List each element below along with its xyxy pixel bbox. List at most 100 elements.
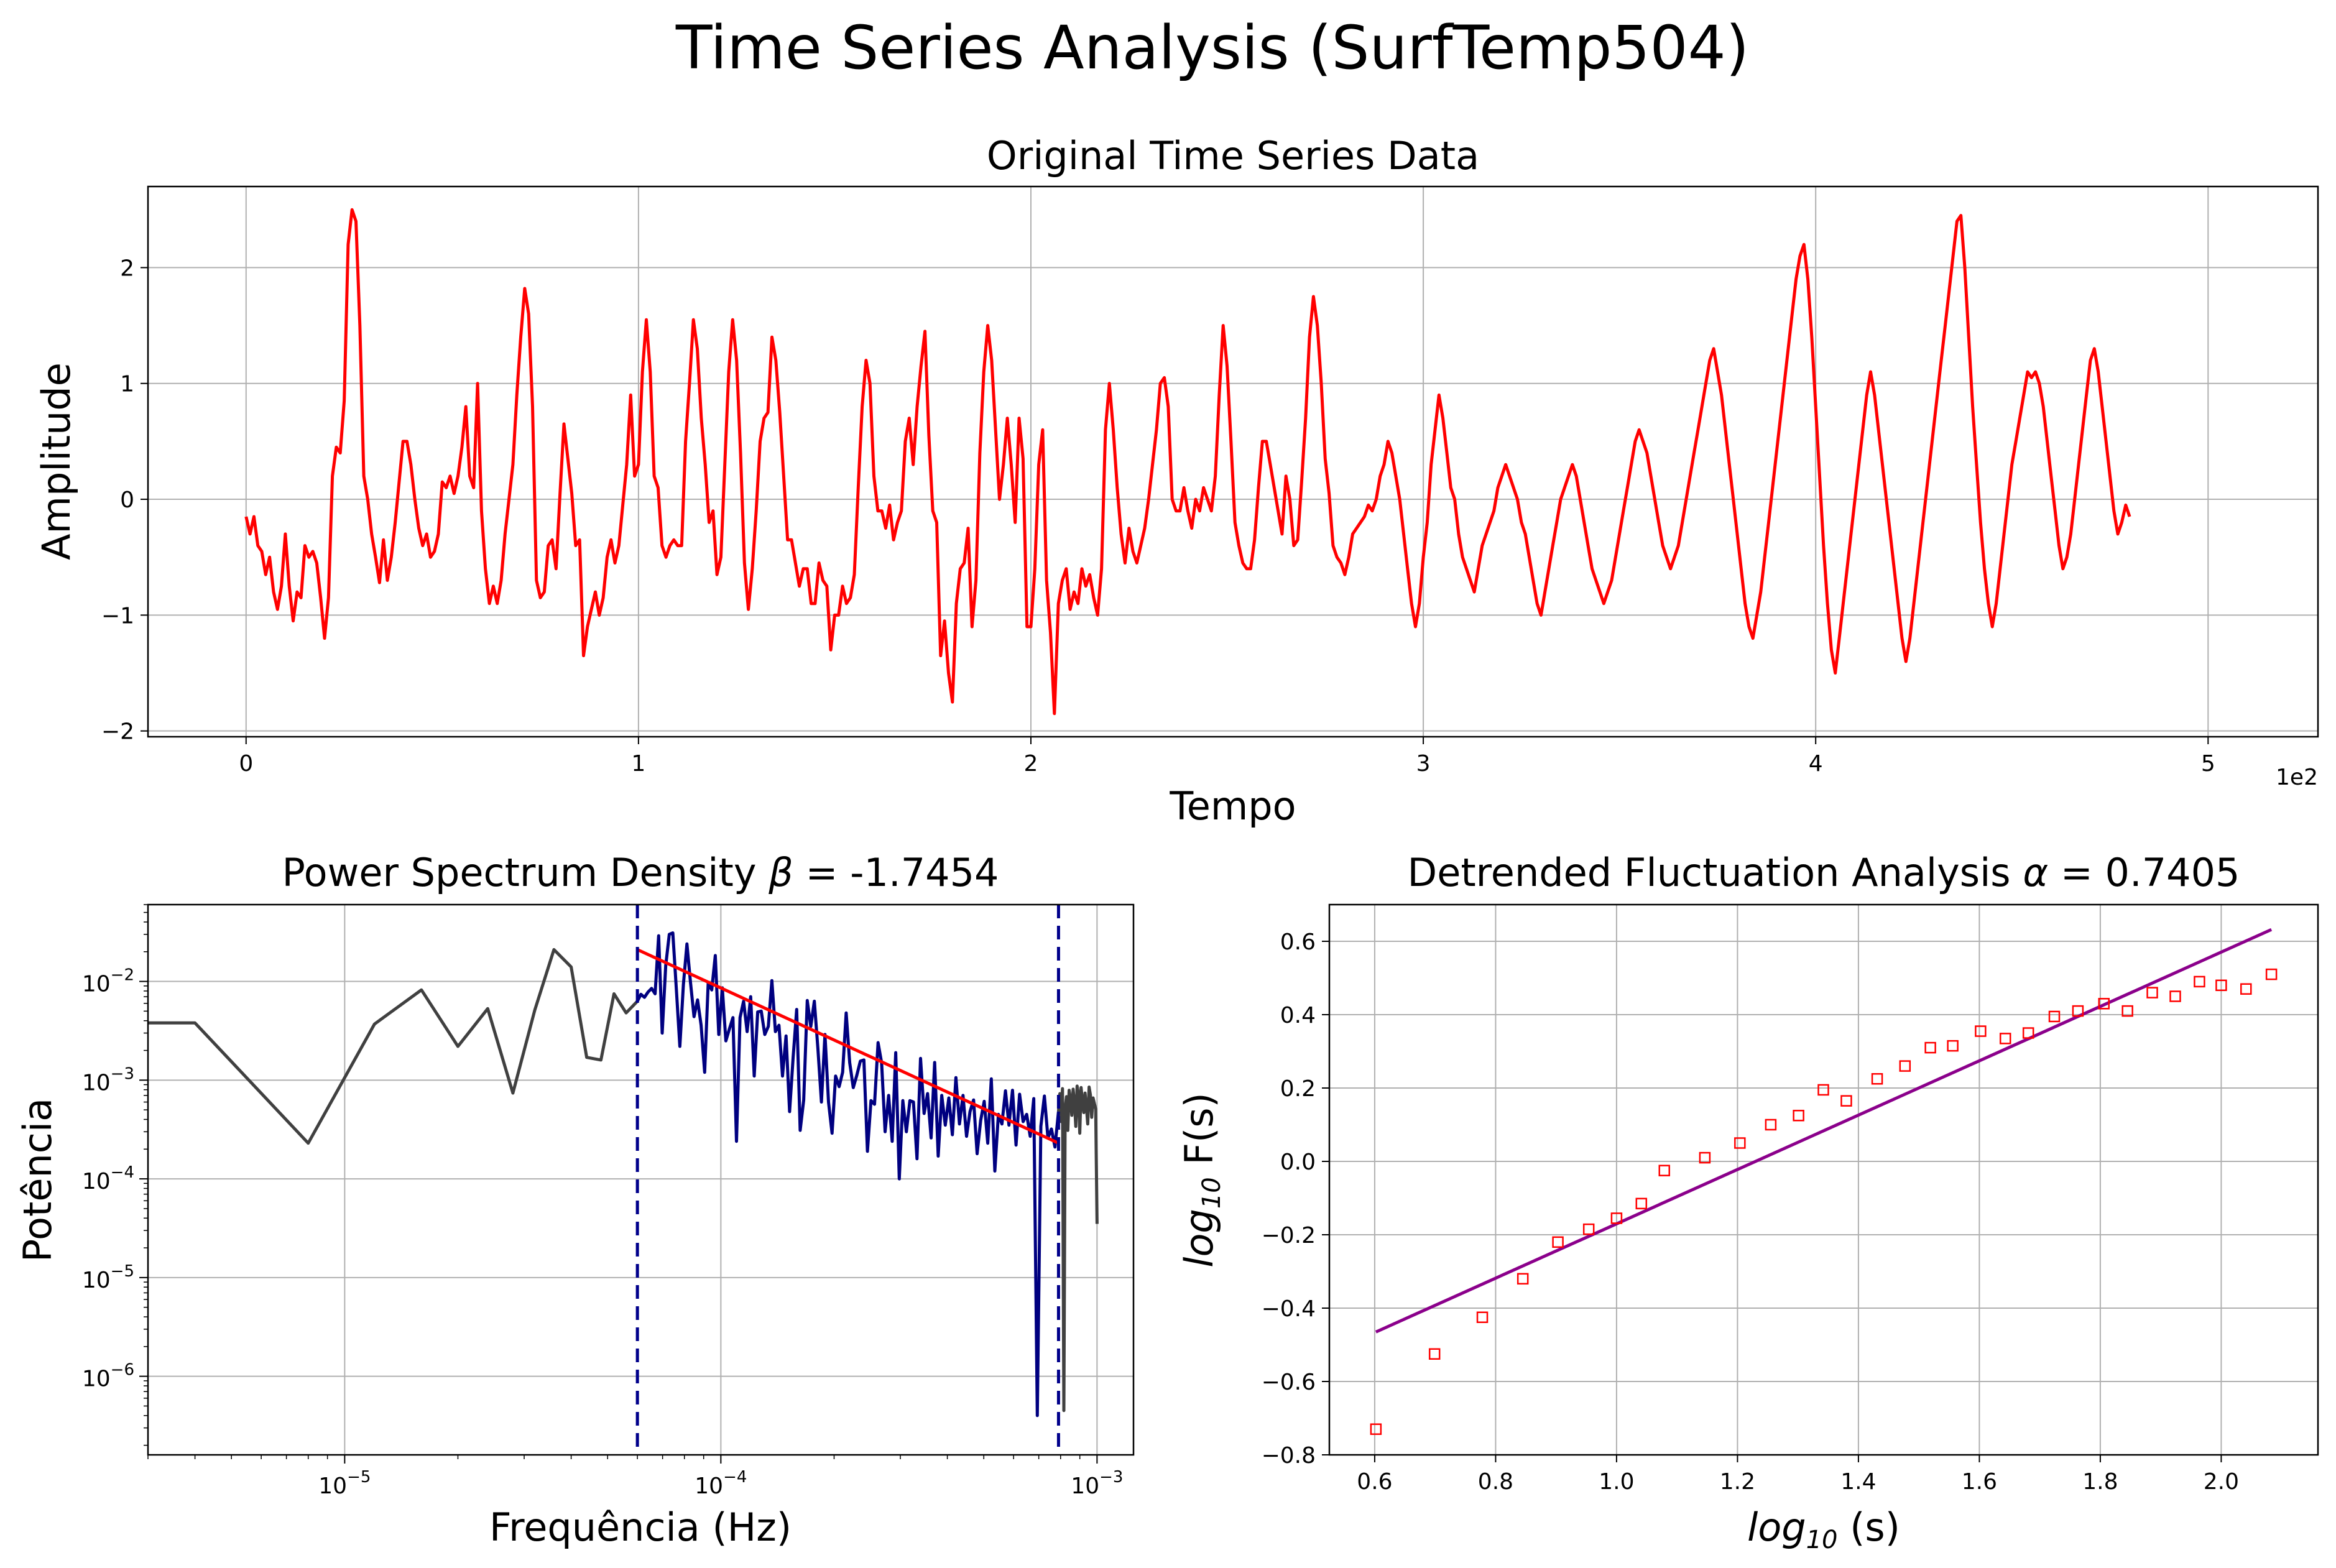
- psd-ylabel: Potência: [15, 1098, 60, 1262]
- timeseries-ytick-label: 1: [120, 372, 134, 397]
- timeseries-ytick-label: −2: [101, 719, 134, 745]
- dfa-point: [1999, 1033, 2011, 1045]
- psd-ytick-label: 10−3: [82, 1064, 134, 1095]
- dfa-point: [2022, 1027, 2034, 1039]
- dfa-point: [2098, 998, 2110, 1010]
- timeseries-ytick-label: 2: [120, 256, 134, 281]
- timeseries-xtick-label: 5: [2201, 751, 2215, 777]
- psd-title-beta: β: [768, 850, 793, 895]
- dfa-title-prefix: Detrended Fluctuation Analysis: [1407, 850, 2023, 895]
- psd-fit-region-line: [635, 931, 1060, 1418]
- dfa-point: [2265, 968, 2278, 980]
- dfa-ytick-label: 0.6: [1280, 929, 1316, 955]
- timeseries-ytick-label: −1: [101, 603, 134, 629]
- psd-ytick-label: 10−2: [82, 966, 134, 997]
- dfa-point: [1476, 1311, 1489, 1323]
- dfa-point: [1947, 1040, 1959, 1052]
- timeseries-ylabel: Amplitude: [34, 362, 79, 560]
- timeseries-xlabel: Tempo: [1169, 783, 1296, 829]
- dfa-point: [1635, 1197, 1648, 1210]
- timeseries-ytick-label: 0: [120, 487, 134, 513]
- dfa-ytick-label: 0.2: [1280, 1076, 1316, 1102]
- dfa-point: [1370, 1423, 1382, 1435]
- psd-grid: [148, 905, 1133, 1455]
- dfa-xtick-label: 1.2: [1720, 1469, 1755, 1495]
- dfa-point: [1699, 1151, 1711, 1164]
- psd-xlabel: Frequência (Hz): [489, 1505, 792, 1550]
- timeseries-ticks: 0 1 2 3 4 5 −2 −1 0 1 2: [101, 256, 2215, 777]
- psd-fit-line: [637, 948, 1060, 1145]
- dfa-xtick-label: 0.6: [1357, 1469, 1392, 1495]
- psd-title-prefix: Power Spectrum Density: [282, 850, 769, 895]
- dfa-point: [1817, 1084, 1829, 1096]
- dfa-xtick-label: 1.8: [2082, 1469, 2118, 1495]
- psd-xtick-label: 10−5: [318, 1468, 371, 1499]
- dfa-point: [1582, 1223, 1595, 1235]
- dfa-ytick-label: −0.8: [1262, 1443, 1316, 1469]
- dfa-point: [2169, 990, 2181, 1002]
- dfa-fit-line: [1375, 928, 2273, 1334]
- timeseries-xtick-label: 4: [1809, 751, 1823, 777]
- dfa-point: [2194, 975, 2205, 988]
- dfa-point: [1610, 1212, 1623, 1224]
- dfa-xlabel-sub: 10: [1806, 1526, 1838, 1554]
- timeseries-xtick-label: 0: [239, 751, 253, 777]
- dfa-xlabel-log: log: [1747, 1505, 1806, 1550]
- dfa-ytick-label: 0.4: [1280, 1003, 1316, 1028]
- dfa-ylabel-sub: 10: [1198, 1177, 1226, 1209]
- dfa-point: [1428, 1348, 1441, 1360]
- psd-title: Power Spectrum Density β = -1.7454: [282, 850, 999, 895]
- psd-ytick-label: 10−6: [82, 1361, 134, 1392]
- dfa-point: [2048, 1010, 2061, 1023]
- dfa-ylabel: log10 F(s): [1176, 1092, 1226, 1267]
- dfa-point: [1840, 1095, 1852, 1107]
- figure-title: Time Series Analysis (SurfTemp504): [675, 13, 1749, 83]
- dfa-ytick-label: −0.2: [1262, 1223, 1316, 1248]
- psd-ticks: 10−5 10−4 10−3 10−6 10−5 10−4 10−3 10−2: [82, 904, 1123, 1499]
- psd-xtick-label: 10−3: [1071, 1468, 1123, 1499]
- psd-tail-line: [1056, 1084, 1099, 1413]
- psd-frame: [147, 903, 1135, 1456]
- dfa-point: [1517, 1273, 1529, 1285]
- dfa-xlabel: log10 (s): [1747, 1505, 1900, 1554]
- dfa-point: [1793, 1110, 1804, 1122]
- dfa-point: [2072, 1005, 2084, 1017]
- timeseries-xtick-label: 1: [631, 751, 645, 777]
- dfa-xtick-label: 2.0: [2204, 1469, 2239, 1495]
- dfa-panel: 0.6 0.8 1.0 1.2 1.4 1.6 1.8 2.0 −0.8 −0.6 −0.4 −0.2…: [1176, 850, 2319, 1554]
- timeseries-title: Original Time Series Data: [987, 133, 1479, 178]
- dfa-xtick-label: 1.0: [1599, 1469, 1634, 1495]
- dfa-ytick-label: −0.4: [1262, 1296, 1316, 1322]
- dfa-grid: [1329, 905, 2318, 1455]
- dfa-xtick-label: 0.8: [1478, 1469, 1513, 1495]
- dfa-frame: [1328, 903, 2319, 1456]
- dfa-ylabel-rest: F(s): [1176, 1092, 1222, 1177]
- dfa-xtick-label: 1.4: [1840, 1469, 1876, 1495]
- dfa-point: [2146, 987, 2158, 998]
- dfa-ytick-label: 0.0: [1280, 1150, 1316, 1175]
- dfa-point: [1924, 1041, 1936, 1054]
- dfa-ylabel-log: log: [1176, 1209, 1222, 1268]
- dfa-ticks: 0.6 0.8 1.0 1.2 1.4 1.6 1.8 2.0 −0.8 −0.6 −0.4 −0.2…: [1262, 929, 2239, 1495]
- dfa-point: [2121, 1005, 2133, 1017]
- psd-plot: [148, 905, 1099, 1455]
- dfa-point: [2215, 979, 2227, 992]
- timeseries-frame: [147, 185, 2319, 738]
- dfa-point: [1765, 1118, 1777, 1131]
- dfa-point: [1871, 1073, 1883, 1085]
- dfa-point: [1552, 1236, 1564, 1248]
- timeseries-xtick-label: 2: [1024, 751, 1038, 777]
- timeseries-xtick-label: 3: [1416, 751, 1431, 777]
- timeseries-line: [244, 208, 2131, 716]
- dfa-point: [1975, 1025, 1987, 1037]
- dfa-point: [1734, 1137, 1746, 1149]
- timeseries-x-offset: 1e2: [2276, 765, 2318, 790]
- dfa-plot: [1370, 928, 2278, 1435]
- timeseries-plot: [244, 208, 2131, 716]
- psd-ytick-label: 10−5: [82, 1262, 134, 1293]
- psd-xtick-label: 10−4: [695, 1468, 747, 1499]
- dfa-title: Detrended Fluctuation Analysis α = 0.740…: [1407, 850, 2240, 895]
- dfa-xlabel-rest: (s): [1838, 1505, 1900, 1550]
